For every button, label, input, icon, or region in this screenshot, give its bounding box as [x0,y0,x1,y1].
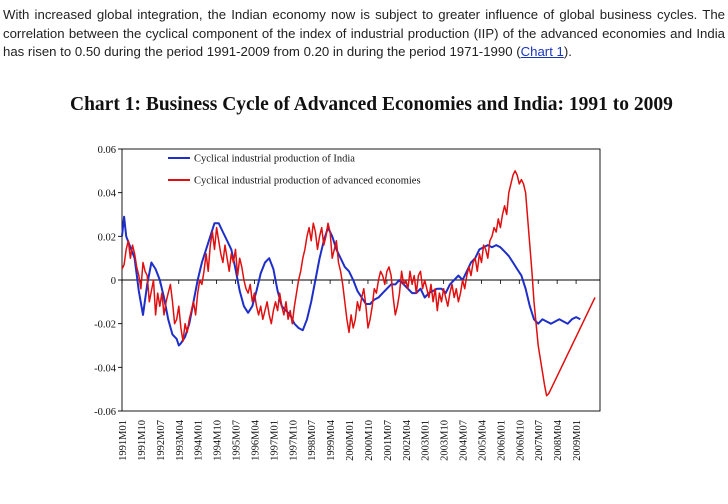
series-india-line [121,215,581,347]
x-tick-label: 1995M07 [232,420,243,461]
x-tick-label: 2002M04 [402,419,413,461]
x-tick-label: 2006M01 [496,420,507,461]
x-tick-label: 2000M10 [364,420,375,461]
paragraph-text: With increased global integration, the I… [3,7,725,59]
x-tick-label: 1996M04 [250,419,261,461]
x-tick-label: 1998M07 [307,420,318,461]
legend-label-india: Cyclical industrial production of India [194,154,355,165]
x-tick-label: 1993M04 [175,419,186,461]
x-tick-label: 2004M07 [459,420,470,461]
x-tick-label: 1997M01 [269,420,280,461]
y-tick-label: 0.02 [98,232,116,243]
legend: Cyclical industrial production of India C… [168,154,421,187]
x-tick-label: 1994M01 [194,420,205,461]
x-tick-label: 1994M10 [213,420,224,461]
series-advanced-line [121,170,596,397]
x-tick-label: 1992M07 [156,420,167,461]
legend-label-advanced: Cyclical industrial production of advanc… [194,176,421,187]
x-tick-label: 2009M01 [572,420,583,461]
y-tick-label: -0.06 [94,407,116,418]
y-tick-label: 0 [111,276,116,287]
x-tick-label: 1991M10 [137,420,148,461]
x-tick-label: 2000M01 [345,420,356,461]
x-tick-label: 2001M07 [383,420,394,461]
chart-1-link[interactable]: Chart 1 [520,44,564,59]
chart-title: Chart 1: Business Cycle of Advanced Econ… [70,94,673,115]
x-tick-label: 2006M10 [515,420,526,461]
x-tick-label: 1991M01 [118,420,129,461]
x-tick-label: 2007M07 [534,420,545,461]
y-tick-label: 0.06 [98,145,116,156]
x-tick-label: 2008M04 [553,419,564,461]
y-tick-label: -0.02 [94,320,116,331]
series-lines [121,170,596,397]
x-tick-label: 2003M10 [440,420,451,461]
y-tick-label: -0.04 [94,363,117,374]
intro-paragraph: With increased global integration, the I… [3,6,725,62]
x-tick-label: 2003M01 [421,420,432,461]
x-tick-label: 1999M04 [326,419,337,461]
y-tick-label: 0.04 [98,189,117,200]
x-tick-label: 2005M04 [477,419,488,461]
paragraph-text-end: ). [563,44,572,59]
x-tick-label: 1997M10 [288,420,299,461]
